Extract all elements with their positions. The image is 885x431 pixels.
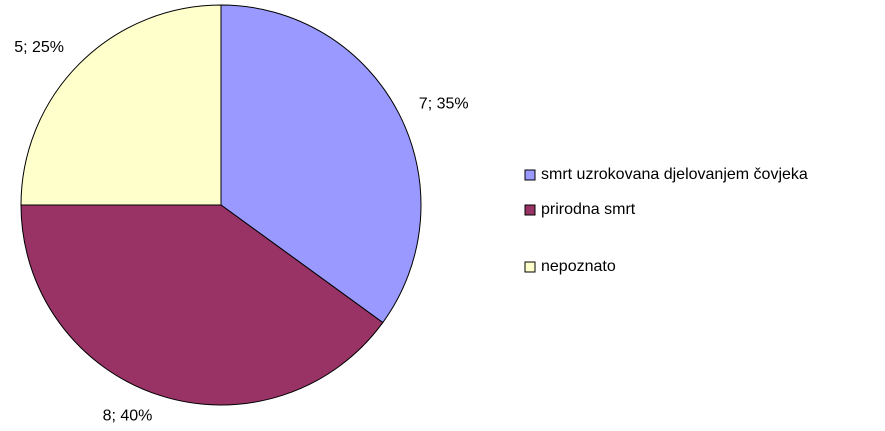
legend-swatch (524, 261, 536, 273)
legend-label: nepoznato (541, 258, 616, 275)
data-label: 8; 40% (103, 407, 153, 424)
pie-slice (20, 204, 384, 406)
data-label: 7; 35% (419, 95, 469, 112)
pie-slice (20, 4, 222, 206)
pie-slice (220, 4, 422, 324)
data-label: 5; 25% (14, 39, 64, 56)
legend-swatch (524, 204, 536, 216)
legend-label: prirodna smrt (541, 201, 636, 218)
legend-swatch (524, 169, 536, 181)
legend-label: smrt uzrokovana djelovanjem čovjeka (541, 166, 808, 183)
